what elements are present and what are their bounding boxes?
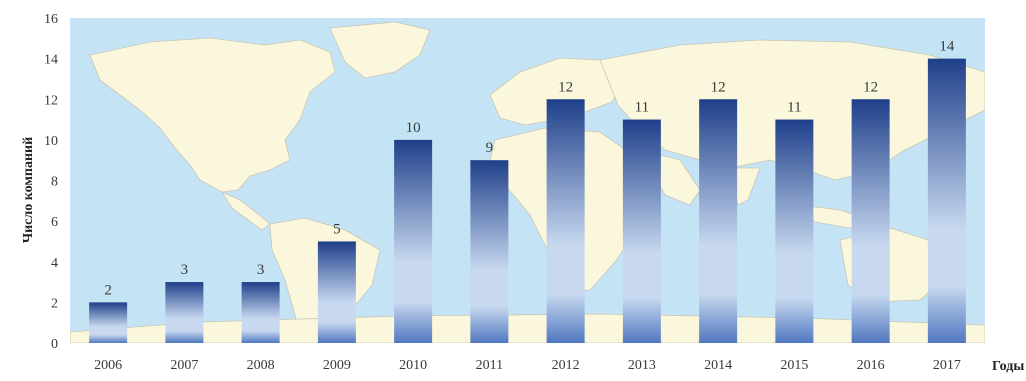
x-tick-label: 2008 [247, 358, 275, 373]
bar-value-label: 3 [181, 262, 189, 278]
bar-value-label: 5 [333, 221, 341, 237]
x-tick-label: 2015 [780, 358, 808, 373]
y-tick-label: 0 [51, 337, 58, 352]
x-tick-label: 2011 [476, 358, 503, 373]
bars [89, 58, 966, 343]
x-tick-label: 2012 [552, 358, 580, 373]
bar-2012 [546, 99, 585, 343]
bar-2015 [775, 119, 814, 343]
x-tick-label: 2013 [628, 358, 656, 373]
x-tick-label: 2014 [704, 358, 732, 373]
bar-2017 [927, 58, 966, 343]
x-tick-label: 2007 [170, 358, 198, 373]
bar-value-label: 9 [486, 140, 494, 156]
greenland-shape [329, 21, 431, 79]
y-axis-title: Число компаний [21, 137, 36, 243]
y-tick-label: 12 [44, 93, 58, 108]
bar-2010 [394, 139, 433, 343]
y-tick-label: 16 [44, 12, 58, 27]
x-tick-label: 2010 [399, 358, 427, 373]
bar-value-label: 11 [635, 100, 649, 116]
bar-value-label: 2 [104, 282, 112, 298]
y-tick-label: 2 [51, 296, 58, 311]
bar-value-label: 3 [257, 262, 265, 278]
map-background [70, 18, 985, 343]
x-tick-label: 2006 [94, 358, 122, 373]
bar-value-labels: 2 3 3 5 10 9 12 11 12 11 12 14 [104, 39, 955, 299]
x-axis-title: Годы [992, 359, 1024, 374]
x-tick-label: 2017 [933, 358, 961, 373]
y-tick-label: 8 [51, 175, 58, 190]
bar-2008 [241, 282, 280, 343]
bar-2006 [89, 302, 128, 343]
europe-shape [489, 57, 626, 126]
y-tick-label: 10 [44, 134, 58, 149]
y-tick-label: 6 [51, 215, 58, 230]
bar-2013 [622, 119, 661, 343]
x-tick-label: 2016 [857, 358, 885, 373]
y-axis: 0 2 4 6 8 10 12 14 16 [44, 12, 58, 352]
bar-value-label: 11 [787, 100, 801, 116]
bar-value-label: 12 [863, 79, 878, 95]
bar-value-label: 12 [711, 79, 726, 95]
bar-value-label: 14 [939, 39, 955, 55]
bar-2016 [851, 99, 890, 343]
central-america-shape [220, 191, 271, 231]
x-axis: 2006 2007 2008 2009 2010 2011 2012 2013 2014 2015… [94, 358, 961, 373]
x-tick-label: 2009 [323, 358, 351, 373]
bar-value-label: 10 [406, 120, 421, 136]
bar-2009 [317, 241, 356, 343]
y-tick-label: 4 [51, 256, 58, 271]
bar-2007 [165, 282, 204, 343]
bar-value-label: 12 [558, 79, 573, 95]
y-tick-label: 14 [44, 53, 58, 68]
bar-2011 [470, 160, 509, 343]
north-america-shape [89, 37, 336, 193]
bar-2014 [699, 99, 738, 343]
